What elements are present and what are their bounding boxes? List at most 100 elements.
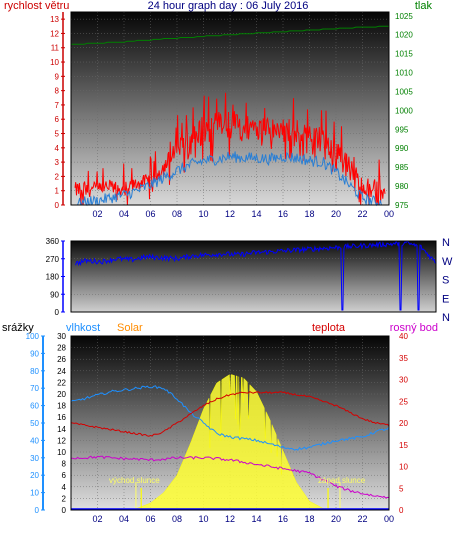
pressure-line: [71, 25, 389, 45]
temperature-y-tick-label: 5: [399, 484, 404, 493]
rain-y-tick-label: 90: [30, 349, 39, 358]
weather-x-tick-label: 02: [92, 514, 102, 524]
humidity-axis-label: vlhkost: [66, 322, 100, 334]
weather-x-tick-label: 12: [225, 514, 235, 524]
humidity-y-tick-label: 18: [57, 402, 66, 411]
direction-compass-label: E: [442, 293, 449, 305]
pressure-y-tick-label: 990: [395, 144, 409, 153]
humidity-y-tick-label: 22: [57, 378, 66, 387]
sunrise-label: východ slunce: [109, 476, 160, 485]
humidity-y-tick-label: 6: [62, 471, 67, 480]
pressure-y-tick-label: 975: [395, 201, 409, 210]
wind-x-tick-label: 00: [384, 209, 394, 219]
wind-speed-line: [74, 92, 386, 206]
wind-x-tick-label: 20: [331, 209, 341, 219]
rain-y-tick-label: 100: [26, 332, 40, 341]
rain-y-tick-label: 20: [30, 471, 39, 480]
wind-x-tick-label: 22: [357, 209, 367, 219]
humidity-y-tick-label: 4: [62, 483, 67, 492]
pressure-y-tick-label: 1025: [395, 12, 413, 21]
pressure-y-tick-label: 1000: [395, 106, 413, 115]
wind-y-tick-label: 9: [55, 72, 60, 81]
pressure-y-tick-label: 985: [395, 163, 409, 172]
weather-x-tick-label: 10: [198, 514, 208, 524]
humidity-y-tick-label: 30: [57, 332, 66, 341]
rain-y-tick-label: 80: [30, 367, 39, 376]
wind-x-tick-label: 06: [145, 209, 155, 219]
humidity-y-tick-label: 20: [57, 390, 66, 399]
temperature-line: [70, 391, 390, 437]
weather-x-tick-label: 20: [331, 514, 341, 524]
weather-x-tick-label: 04: [119, 514, 129, 524]
humidity-y-tick-label: 8: [62, 460, 67, 469]
solar-axis-label: Solar: [117, 322, 143, 334]
wind-x-tick-label: 12: [225, 209, 235, 219]
pressure-y-tick-label: 995: [395, 125, 409, 134]
temperature-y-tick-label: 0: [399, 506, 404, 515]
temperature-y-tick-label: 15: [399, 441, 408, 450]
direction-compass-label: S: [442, 275, 449, 287]
humidity-line: [70, 385, 390, 451]
wind-y-tick-label: 11: [51, 44, 60, 53]
temperature-axis-label: teplota: [312, 322, 346, 334]
direction-compass-label: N: [442, 312, 450, 324]
chart-title: 24 hour graph day : 06 July 2016: [148, 0, 309, 12]
wind-y-tick-label: 1: [55, 187, 60, 196]
dewpoint-axis-label: rosný bod: [390, 322, 438, 334]
wind-y-tick-label: 8: [55, 87, 60, 96]
wind-x-tick-label: 16: [278, 209, 288, 219]
pressure-axis-label: tlak: [415, 0, 433, 12]
weather-x-tick-label: 16: [278, 514, 288, 524]
weather-x-tick-label: 18: [304, 514, 314, 524]
humidity-y-tick-label: 16: [57, 413, 66, 422]
wind-x-tick-label: 02: [92, 209, 102, 219]
dewpoint-line: [71, 455, 390, 499]
weather-x-tick-label: 00: [384, 514, 394, 524]
direction-panel-frame: [70, 240, 437, 313]
temperature-y-tick-label: 40: [399, 332, 408, 341]
pressure-y-tick-label: 1005: [395, 87, 413, 96]
wind-y-tick-label: 7: [55, 101, 60, 110]
wind-y-tick-label: 3: [55, 158, 60, 167]
sunset-label: západ slunce: [318, 476, 366, 485]
rain-axis-label: srážky: [2, 322, 34, 334]
wind-x-tick-label: 08: [172, 209, 182, 219]
wind-y-tick-label: 13: [50, 15, 59, 24]
rain-y-tick-label: 60: [30, 402, 39, 411]
humidity-y-tick-label: 14: [57, 425, 66, 434]
humidity-y-tick-label: 0: [62, 506, 67, 515]
temperature-y-tick-label: 30: [399, 376, 408, 385]
rain-y-tick-label: 70: [30, 384, 39, 393]
wind-x-tick-label: 04: [119, 209, 129, 219]
rain-y-tick-label: 30: [30, 454, 39, 463]
temperature-y-tick-label: 35: [399, 354, 408, 363]
wind-panel-frame: [70, 11, 390, 206]
weather-x-tick-label: 22: [357, 514, 367, 524]
wind-y-tick-label: 4: [55, 144, 60, 153]
wind-y-tick-label: 5: [55, 130, 60, 139]
pressure-y-tick-label: 1015: [395, 50, 413, 59]
direction-y-tick-label: 90: [50, 290, 59, 299]
temperature-y-tick-label: 20: [399, 419, 408, 428]
pressure-y-tick-label: 980: [395, 182, 409, 191]
wind-y-tick-label: 0: [55, 201, 60, 210]
pressure-y-tick-label: 1010: [395, 69, 413, 78]
temperature-y-tick-label: 10: [399, 463, 408, 472]
solar-area: [135, 374, 340, 511]
direction-y-tick-label: 360: [46, 237, 60, 246]
wind-axis-label: rychlost větru: [4, 0, 69, 12]
weather-x-tick-label: 06: [145, 514, 155, 524]
humidity-y-tick-label: 12: [57, 436, 66, 445]
pressure-y-tick-label: 1020: [395, 31, 413, 40]
humidity-y-tick-label: 26: [57, 355, 66, 364]
wind-x-tick-label: 14: [251, 209, 261, 219]
temperature-y-tick-label: 25: [399, 397, 408, 406]
weather-x-tick-label: 14: [251, 514, 261, 524]
wind-y-tick-label: 10: [50, 58, 59, 67]
wind-x-tick-label: 10: [198, 209, 208, 219]
rain-y-tick-label: 0: [35, 506, 40, 515]
humidity-y-tick-label: 10: [57, 448, 66, 457]
weather-x-tick-label: 08: [172, 514, 182, 524]
wind-y-tick-label: 12: [50, 29, 59, 38]
